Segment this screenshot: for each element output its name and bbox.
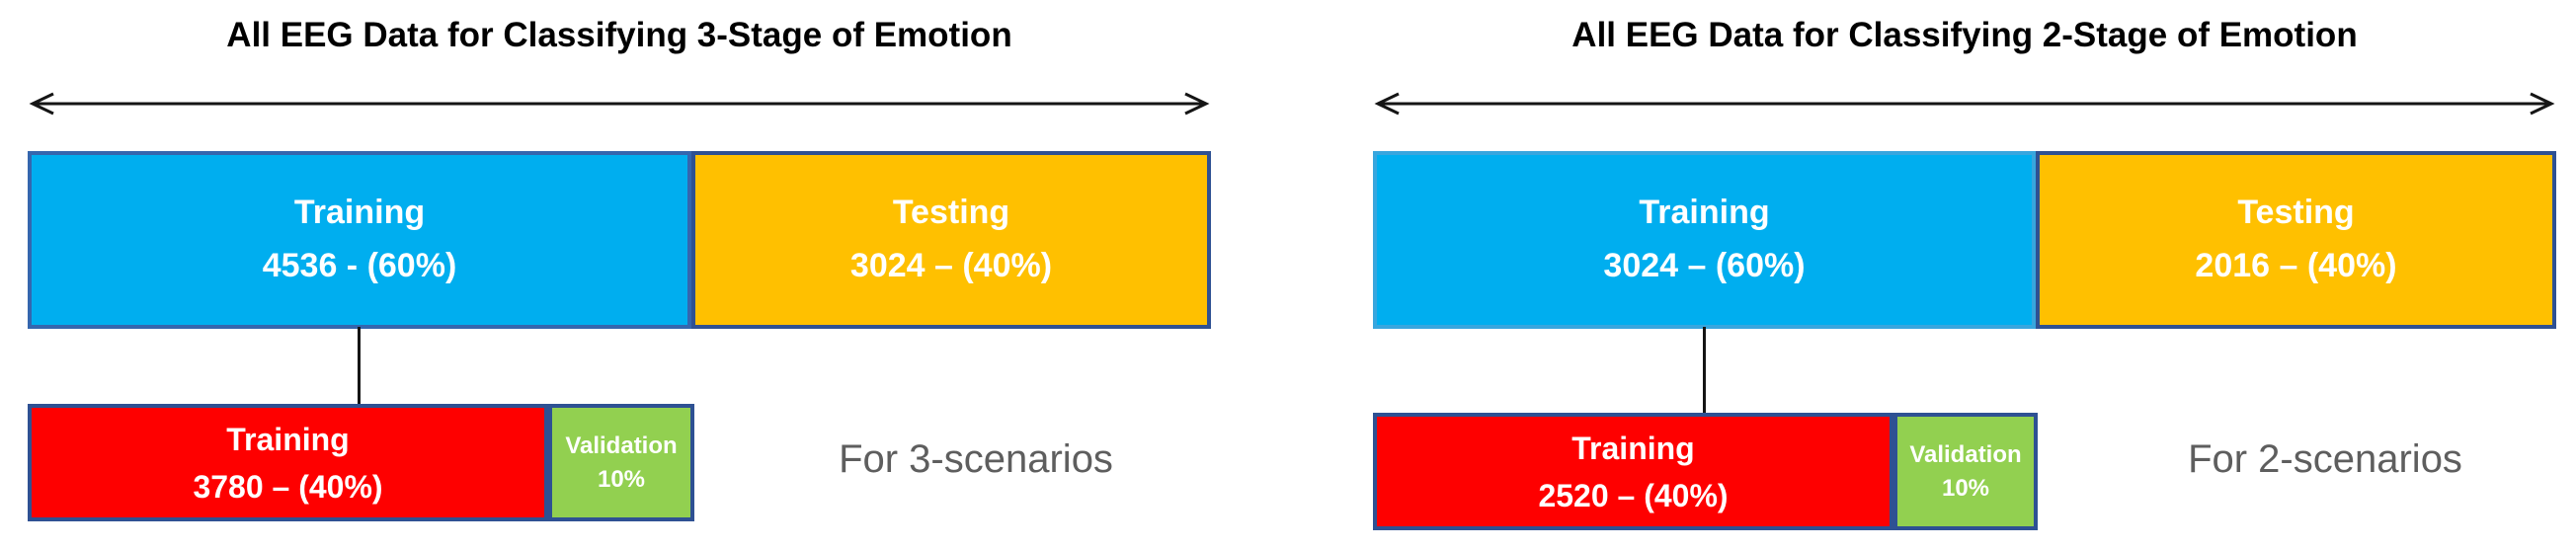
training-label: Training [293, 194, 426, 232]
sub-training-label: Training [226, 421, 350, 457]
panel-title: All EEG Data for Classifying 2-Stage of … [1571, 16, 2358, 54]
connector-line [358, 327, 361, 404]
training-label: Training [1639, 194, 1770, 232]
validation-segment: Validation 10% [548, 404, 694, 521]
sub-training-segment: Training 2520 – (40%) [1373, 413, 1893, 530]
validation-value: 10% [1941, 474, 1990, 502]
training-segment: Training 3024 – (60%) [1373, 151, 2036, 329]
validation-label: Validation [565, 432, 678, 459]
sub-training-segment: Training 3780 – (40%) [28, 404, 548, 521]
validation-value: 10% [597, 465, 646, 493]
testing-value: 2016 – (40%) [2195, 247, 2397, 284]
sub-training-value: 2520 – (40%) [1538, 477, 1729, 513]
training-segment: Training 4536 - (60%) [28, 151, 691, 329]
scenario-caption: For 3-scenarios [839, 437, 1113, 481]
testing-label: Testing [2237, 194, 2355, 232]
testing-label: Testing [892, 194, 1010, 232]
sub-training-value: 3780 – (40%) [193, 468, 383, 505]
training-value: 3024 – (60%) [1603, 247, 1806, 284]
double-arrow-icon [28, 91, 1211, 117]
sub-training-label: Training [1571, 430, 1695, 466]
scenario-caption: For 2-scenarios [2188, 437, 2462, 481]
testing-value: 3024 – (40%) [849, 247, 1053, 284]
panel-title: All EEG Data for Classifying 3-Stage of … [226, 16, 1012, 54]
testing-segment: Testing 2016 – (40%) [2036, 151, 2556, 329]
connector-line [1703, 327, 1706, 413]
double-arrow-icon [1373, 91, 2556, 117]
validation-segment: Validation 10% [1893, 413, 2038, 530]
validation-label: Validation [1909, 440, 2022, 468]
testing-segment: Testing 3024 – (40%) [691, 151, 1211, 329]
training-value: 4536 - (60%) [262, 247, 457, 284]
